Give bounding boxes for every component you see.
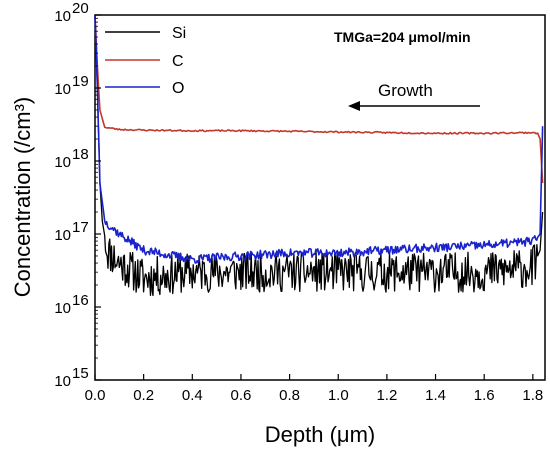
growth-arrow [348, 101, 480, 111]
legend: Si C O [105, 25, 186, 97]
condition-annotation: TMGa=204 μmol/min [334, 29, 471, 45]
legend-label-o: O [172, 80, 184, 97]
y-tick-exponent: 15 [72, 365, 89, 382]
series-line-c [94, 14, 544, 184]
x-axis-ticks: 0.0 0.2 0.4 0.6 0.8 1.0 1.2 1.4 1.6 1.8 [85, 374, 543, 404]
x-tick-label: 1.6 [474, 387, 495, 404]
x-tick-label: 0.0 [85, 387, 106, 404]
x-tick-label: 0.2 [133, 387, 154, 404]
plot-frame [94, 14, 546, 381]
x-tick-label: 0.8 [279, 387, 300, 404]
y-tick-label: 10 [54, 81, 71, 98]
series-layer [94, 14, 544, 297]
x-tick-label: 1.4 [425, 387, 446, 404]
series-line-si [94, 14, 544, 297]
y-tick-exponent: 17 [72, 219, 89, 236]
growth-annotation: Growth [378, 81, 433, 100]
legend-label-si: Si [172, 25, 186, 42]
x-tick-label: 1.0 [328, 387, 349, 404]
x-tick-label: 1.2 [376, 387, 397, 404]
x-axis-title: Depth (μm) [265, 422, 375, 447]
x-tick-label: 0.4 [182, 387, 203, 404]
x-tick-label: 1.8 [522, 387, 543, 404]
y-tick-exponent: 16 [72, 292, 89, 309]
y-axis-title: Concentration (/cm³) [10, 97, 35, 298]
y-tick-exponent: 18 [72, 146, 89, 163]
legend-label-c: C [172, 53, 184, 70]
y-tick-label: 10 [54, 300, 71, 317]
y-tick-label: 10 [54, 154, 71, 171]
y-tick-label: 10 [54, 373, 71, 390]
x-tick-label: 0.6 [231, 387, 252, 404]
y-tick-exponent: 20 [72, 0, 89, 17]
y-tick-label: 10 [54, 227, 71, 244]
y-tick-exponent: 19 [72, 73, 89, 90]
series-line-o [94, 14, 544, 264]
y-tick-label: 10 [54, 8, 71, 25]
